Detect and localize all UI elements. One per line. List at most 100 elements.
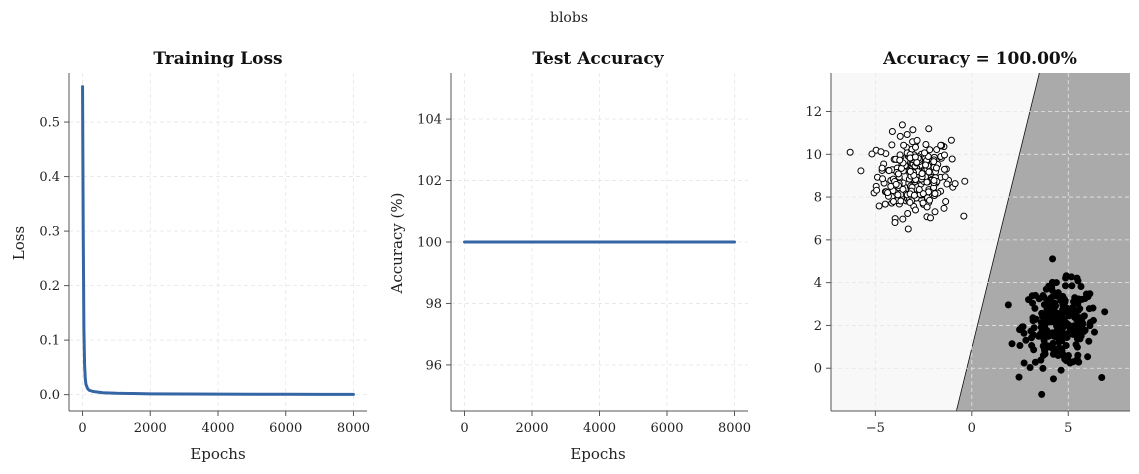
scatter-point	[894, 170, 902, 178]
scatter-point	[919, 199, 927, 207]
scatter-point	[941, 173, 949, 181]
x-tick-label: 4000	[201, 421, 234, 436]
scatter-point	[932, 164, 940, 172]
scatter-point	[868, 150, 876, 158]
series-line	[81, 85, 355, 396]
x-tick-label: 2000	[134, 421, 167, 436]
scatter-point	[1098, 373, 1106, 381]
test-accuracy-panel: Test Accuracy Epochs Accuracy (%) 0 2000 4…	[388, 49, 751, 463]
scatter-point	[926, 146, 934, 154]
scatter-point	[877, 148, 885, 156]
scatter-point	[1039, 325, 1047, 333]
x-tick-label: 0	[78, 421, 86, 436]
y-tick-label: 104	[417, 113, 442, 128]
scatter-point	[918, 170, 926, 178]
test-accuracy-title: Test Accuracy	[532, 49, 664, 69]
scatter-point	[906, 167, 914, 175]
scatter-point	[911, 206, 919, 214]
scatter-point	[911, 153, 919, 161]
scatter-point	[888, 141, 896, 149]
x-tick-label: 8000	[337, 421, 370, 436]
scatter-point	[1081, 295, 1089, 303]
scatter-point	[888, 128, 896, 135]
scatter-point	[1080, 312, 1088, 320]
suptitle: blobs	[550, 10, 588, 26]
y-tick-label: 6	[814, 233, 822, 248]
y-tick-label: 0.2	[39, 279, 60, 294]
y-tick-label: 0.3	[39, 225, 60, 240]
scatter-point	[923, 178, 931, 186]
scatter-point	[892, 180, 900, 188]
scatter-point	[1090, 328, 1098, 336]
scatter-point	[1059, 300, 1067, 308]
scatter-point	[1084, 353, 1092, 361]
scatter-point	[923, 203, 931, 211]
scatter-point	[1064, 357, 1072, 365]
scatter-point	[1054, 311, 1062, 319]
scatter-point	[1016, 342, 1024, 350]
scatter-point	[940, 165, 948, 173]
scatter-point	[1075, 358, 1083, 366]
y-tick-label: 2	[814, 319, 822, 334]
x-tick-label: 5	[1064, 421, 1072, 436]
scatter-point	[899, 215, 907, 223]
scatter-point	[900, 141, 908, 149]
scatter-point	[1054, 289, 1062, 297]
scatter-point	[881, 200, 889, 208]
training-loss-title: Training Loss	[153, 49, 282, 69]
scatter-point	[930, 158, 938, 166]
scatter-point	[1049, 255, 1057, 263]
scatter-point	[1070, 322, 1078, 330]
scatter-point	[891, 219, 899, 227]
scatter-point	[896, 156, 904, 164]
y-tick-label: 0.0	[39, 388, 60, 403]
y-tick-label: 12	[805, 105, 822, 120]
scatter-point	[1026, 363, 1034, 371]
scatter-point	[926, 196, 934, 204]
scatter-point	[1061, 282, 1069, 290]
scatter-point	[1067, 273, 1075, 281]
scatter-point	[937, 141, 945, 149]
scatter-point	[1085, 337, 1093, 345]
scatter-point	[1031, 291, 1039, 299]
scatter-point	[1074, 306, 1082, 314]
scatter-point	[1085, 305, 1093, 313]
scatter-point	[884, 189, 892, 197]
scatter-point	[1028, 334, 1036, 342]
x-tick-label: 6000	[650, 421, 683, 436]
scatter-point	[885, 167, 893, 175]
scatter-point	[1037, 356, 1045, 364]
scatter-point	[889, 198, 897, 206]
y-tick-label: 8	[814, 191, 822, 206]
scatter-point	[878, 164, 886, 172]
scatter-point	[1039, 364, 1047, 372]
scatter-point	[1045, 329, 1053, 337]
scatter-point	[911, 143, 919, 151]
scatter-series-1	[1004, 255, 1109, 398]
scatter-point	[906, 198, 914, 206]
scatter-point	[1052, 332, 1060, 340]
scatter-point	[1062, 341, 1070, 349]
scatter-point	[897, 197, 905, 205]
scatter-point	[1039, 292, 1047, 300]
y-tick-label: 96	[425, 358, 442, 373]
scatter-point	[1089, 316, 1097, 324]
scatter-point	[1038, 390, 1046, 398]
y-tick-label: 10	[805, 148, 822, 163]
scatter-point	[894, 191, 902, 199]
scatter-point	[1004, 301, 1012, 309]
scatter-point	[940, 204, 948, 212]
scatter-point	[930, 176, 938, 184]
scatter-point	[1077, 282, 1085, 290]
scatter-point	[1042, 285, 1050, 293]
y-tick-label: 98	[425, 297, 442, 312]
scatter-point	[1074, 277, 1082, 285]
scatter-point	[1048, 278, 1056, 286]
scatter-point	[875, 202, 883, 210]
scatter-point	[1027, 327, 1035, 335]
scatter-point	[1032, 315, 1040, 323]
scatter-point	[1049, 375, 1057, 383]
scatter-point	[943, 180, 951, 188]
scatter-point	[1022, 336, 1030, 344]
y-tick-label: 0.5	[39, 116, 60, 131]
